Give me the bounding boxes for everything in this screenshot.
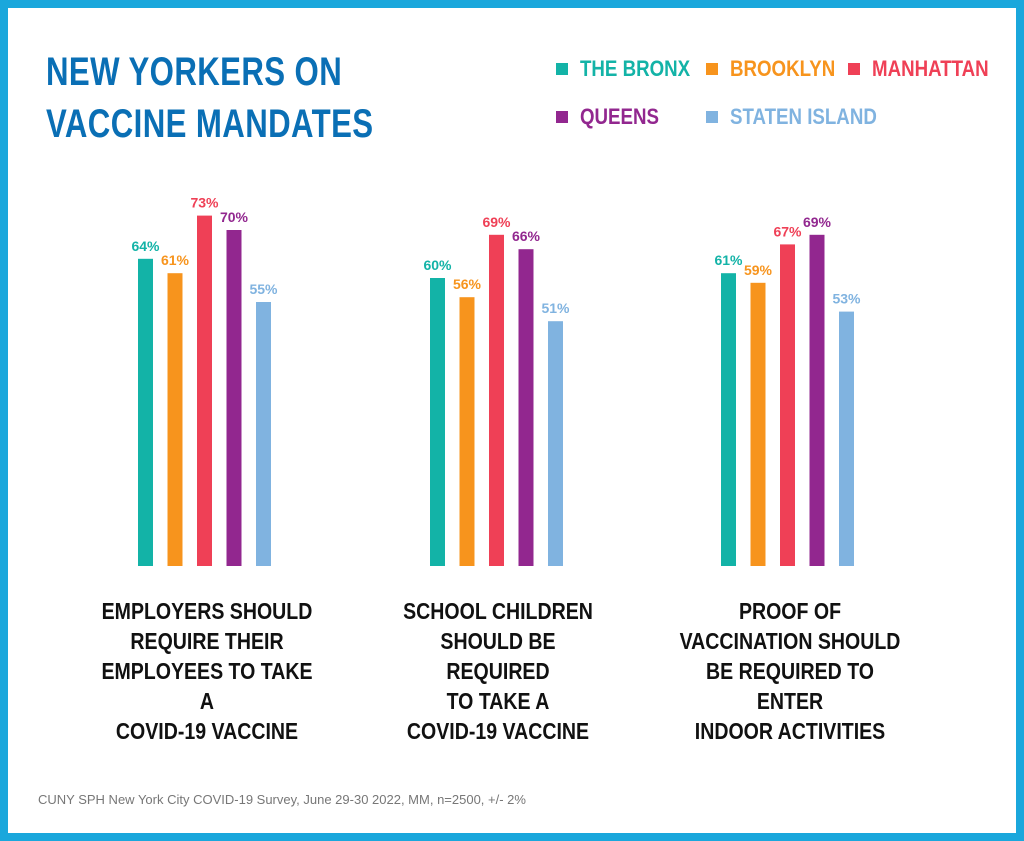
data-label: 69%: [803, 214, 832, 230]
source-footnote: CUNY SPH New York City COVID-19 Survey, …: [38, 792, 526, 807]
category-label-line: TO TAKE A: [446, 688, 550, 714]
data-label: 70%: [220, 209, 249, 225]
bar: [430, 278, 445, 566]
legend-swatch: [556, 111, 568, 123]
category-label-line: SCHOOL CHILDREN: [403, 598, 593, 624]
legend-label: STATEN ISLAND: [730, 104, 877, 129]
category-label: EMPLOYERS SHOULD REQUIRE THEIR EMPLOYEES T…: [97, 596, 318, 746]
data-label: 60%: [423, 257, 452, 273]
data-label: 55%: [249, 281, 278, 297]
legend-item: THE BRONX: [556, 56, 710, 82]
legend-item: MANHATTAN: [848, 56, 1009, 82]
category-label-line: EMPLOYERS SHOULD: [101, 598, 313, 624]
chart-title: NEW YORKERS ON VACCINE MANDATES: [46, 46, 373, 150]
chart-title-line-2: VACCINE MANDATES: [46, 102, 374, 146]
data-label: 61%: [714, 252, 743, 268]
data-label: 56%: [453, 276, 482, 292]
category-label-line: VACCINATION SHOULD: [679, 628, 901, 654]
category-label: PROOF OF VACCINATION SHOULD BE REQUIRED TO…: [680, 596, 901, 746]
data-label: 64%: [131, 238, 160, 254]
legend-label: MANHATTAN: [872, 56, 989, 81]
bar: [167, 273, 183, 566]
data-label: 59%: [744, 262, 773, 278]
data-label: 51%: [541, 300, 570, 316]
bar: [459, 297, 475, 566]
category-label-line: PROOF OF: [738, 598, 842, 624]
data-label: 61%: [161, 252, 190, 268]
bar: [721, 273, 736, 566]
legend-item: QUEENS: [556, 104, 673, 130]
category-label-line: EMPLOYEES TO TAKE A: [101, 658, 313, 714]
data-label: 69%: [482, 214, 511, 230]
legend-label: THE BRONX: [580, 56, 691, 81]
bar: [780, 244, 795, 566]
bar: [518, 249, 534, 566]
legend-swatch: [706, 63, 718, 75]
data-label: 67%: [773, 223, 802, 239]
bar: [138, 258, 153, 566]
legend-item: BROOKLYN: [706, 56, 854, 82]
bar: [809, 234, 825, 567]
bar: [197, 215, 212, 566]
legend-label: BROOKLYN: [730, 56, 836, 81]
category-label-line: SHOULD BE REQUIRED: [440, 628, 556, 684]
bar: [256, 302, 271, 566]
data-label: 53%: [832, 291, 861, 307]
legend-swatch: [556, 63, 568, 75]
bar: [839, 311, 854, 566]
chart-title-line-1: NEW YORKERS ON: [46, 50, 343, 94]
legend-label: QUEENS: [580, 104, 659, 129]
legend-swatch: [706, 111, 718, 123]
bar: [489, 234, 504, 567]
bar: [226, 230, 242, 566]
category-label-line: COVID-19 VACCINE: [406, 718, 590, 744]
category-label-line: BE REQUIRED TO ENTER: [705, 658, 875, 714]
bar: [548, 321, 563, 566]
category-label-line: COVID-19 VACCINE: [115, 718, 299, 744]
legend-item: STATEN ISLAND: [706, 104, 903, 130]
legend-swatch: [848, 63, 860, 75]
category-label-line: REQUIRE THEIR: [130, 628, 284, 654]
bar: [750, 282, 766, 566]
category-label: SCHOOL CHILDREN SHOULD BE REQUIRED TO TAKE…: [388, 596, 609, 746]
data-label: 66%: [512, 228, 541, 244]
category-label-line: INDOOR ACTIVITIES: [694, 718, 886, 744]
data-label: 73%: [190, 195, 219, 211]
